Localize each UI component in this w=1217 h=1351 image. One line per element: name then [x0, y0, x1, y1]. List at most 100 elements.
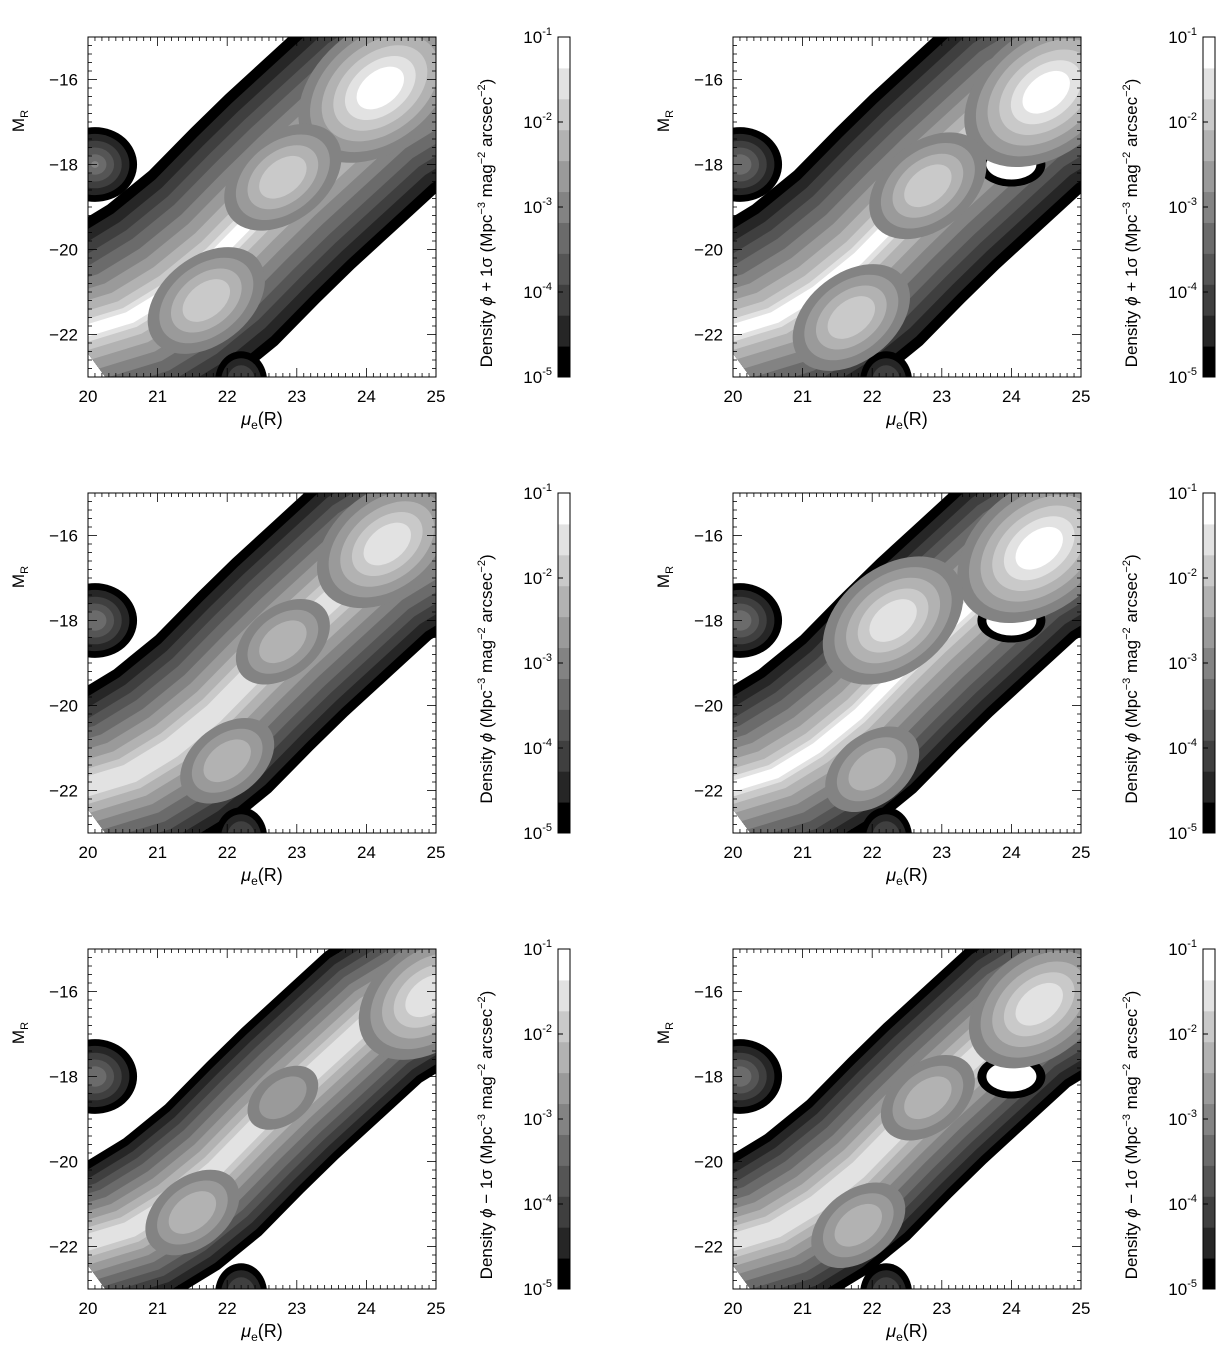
- colorbar-label-exp1: −3: [1121, 1114, 1133, 1127]
- colorbar-label-exp3: −2: [476, 560, 488, 573]
- colorbar-swatch: [558, 678, 570, 710]
- colorbar-swatch: [558, 1165, 570, 1197]
- x-axis-label-main: μ: [240, 409, 251, 429]
- colorbar-tick-exp: -5: [542, 366, 552, 378]
- colorbar-swatch: [1203, 222, 1215, 254]
- colorbar-tick-label: 10-2: [523, 1023, 552, 1044]
- x-tick-label: 22: [863, 387, 882, 406]
- colorbar-swatch: [558, 709, 570, 741]
- colorbar-label-unit2: mag: [477, 164, 496, 202]
- y-axis-label-sub: R: [664, 1022, 676, 1030]
- x-tick-label: 25: [427, 387, 446, 406]
- colorbar-swatch: [558, 129, 570, 162]
- x-tick-label: 25: [427, 843, 446, 862]
- colorbar-swatch: [1203, 1196, 1215, 1228]
- colorbar-label: Density ϕ − 1σ (Mpc−3 mag−2 arcsec−2): [476, 991, 496, 1280]
- x-tick-label: 23: [932, 387, 951, 406]
- colorbar-label-unit4: ): [477, 554, 496, 560]
- colorbar-tick-base: 10: [1168, 1280, 1187, 1299]
- x-tick-label: 23: [287, 387, 306, 406]
- colorbar-swatch: [1203, 678, 1215, 710]
- contour-peak-1-9: [869, 599, 917, 642]
- x-axis-label-sub: e: [251, 418, 258, 432]
- contour-peak-0-9: [405, 974, 436, 1018]
- x-tick-label: 20: [79, 843, 98, 862]
- y-axis-label: MR: [9, 110, 31, 132]
- colorbar-tick-exp: -3: [542, 652, 552, 664]
- colorbar-swatch: [1203, 493, 1215, 525]
- colorbar-swatch: [1203, 709, 1215, 741]
- colorbar-label-unit4: ): [1122, 991, 1141, 997]
- x-tick-label: 22: [218, 387, 237, 406]
- colorbar-label-unit4: ): [477, 991, 496, 997]
- colorbar-label-phi: ϕ: [1122, 733, 1141, 742]
- colorbar-label-exp1: −3: [476, 1114, 488, 1127]
- x-tick-label: 22: [218, 1299, 237, 1318]
- colorbar-swatch: [558, 554, 570, 587]
- x-tick-label: 25: [1072, 387, 1091, 406]
- x-tick-label: 21: [793, 1299, 812, 1318]
- x-tick-label: 24: [357, 843, 376, 862]
- y-tick-label: −16: [694, 983, 723, 1002]
- contour-peak-0-9: [1015, 982, 1063, 1026]
- x-tick-label: 24: [1002, 843, 1021, 862]
- colorbar-label: Density ϕ + 1σ (Mpc−3 mag−2 arcsec−2): [1121, 79, 1141, 368]
- colorbar-swatch: [558, 616, 570, 649]
- colorbar-swatch: [1203, 191, 1215, 223]
- colorbar-label-unit1: (Mpc: [1122, 690, 1141, 733]
- x-axis-label-tail: (R): [903, 865, 928, 885]
- x-axis-label-main: μ: [240, 865, 251, 885]
- colorbar-tick-label: 10-1: [523, 938, 552, 959]
- colorbar-tick-base: 10: [1168, 1195, 1187, 1214]
- x-axis-label-main: μ: [240, 1321, 251, 1341]
- x-axis-label-tail: (R): [903, 1321, 928, 1341]
- contour-peak-2-7: [848, 747, 896, 791]
- colorbar-tick-label: 10-3: [1168, 196, 1197, 217]
- colorbar-tick-label: 10-5: [1168, 1278, 1197, 1299]
- colorbar-tick-exp: -4: [542, 1193, 552, 1205]
- colorbar-tick-label: 10-5: [523, 822, 552, 843]
- contour-peak-1-8: [259, 155, 307, 199]
- colorbar-tick-base: 10: [523, 113, 542, 132]
- colorbar-tick-base: 10: [1168, 484, 1187, 503]
- y-axis-label-main: M: [9, 574, 28, 588]
- colorbar-tick-exp: -3: [1187, 196, 1197, 208]
- colorbar-tick-label: 10-2: [1168, 111, 1197, 132]
- colorbar-swatch: [1203, 315, 1215, 347]
- colorbar-tick-exp: -1: [542, 938, 552, 950]
- colorbar-label-phi: ϕ: [477, 733, 496, 742]
- colorbar-tick-exp: -3: [542, 1108, 552, 1120]
- colorbar-tick-exp: -1: [1187, 482, 1197, 494]
- colorbar-swatch: [1203, 67, 1215, 100]
- colorbar-tick-exp: -1: [1187, 938, 1197, 950]
- contour-peak-0-10: [356, 66, 405, 110]
- x-axis-label-sub: e: [896, 874, 903, 888]
- colorbar-swatch: [1203, 1041, 1215, 1074]
- y-tick-label: −20: [694, 697, 723, 716]
- x-tick-label: 20: [724, 843, 743, 862]
- colorbar-swatch: [1203, 1010, 1215, 1043]
- colorbar-label-unit3: arcsec: [477, 572, 496, 627]
- colorbar-tick-exp: -2: [1187, 567, 1197, 579]
- y-axis-label: MR: [654, 566, 676, 588]
- colorbar-tick-exp: -4: [542, 737, 552, 749]
- x-tick-label: 25: [1072, 1299, 1091, 1318]
- colorbar-tick-label: 10-5: [1168, 366, 1197, 387]
- colorbar-tick-exp: -2: [542, 1023, 552, 1035]
- colorbar-tick-base: 10: [523, 484, 542, 503]
- colorbar-label-phi: ϕ: [1122, 1208, 1141, 1217]
- contour-peak-2-7: [168, 1191, 217, 1234]
- y-axis-label-sub: R: [19, 110, 31, 118]
- x-tick-label: 23: [932, 843, 951, 862]
- y-axis-label: MR: [654, 110, 676, 132]
- y-tick-label: −18: [694, 156, 723, 175]
- x-tick-label: 24: [1002, 387, 1021, 406]
- colorbar-tick-base: 10: [523, 940, 542, 959]
- colorbar-swatch: [1203, 740, 1215, 772]
- colorbar-swatch: [558, 647, 570, 679]
- colorbar-label-mod: + 1σ: [477, 257, 496, 297]
- colorbar-tick-exp: -4: [1187, 737, 1197, 749]
- colorbar-label-unit1: (Mpc: [1122, 1126, 1141, 1169]
- x-tick-label: 21: [148, 843, 167, 862]
- colorbar-tick-label: 10-2: [1168, 567, 1197, 588]
